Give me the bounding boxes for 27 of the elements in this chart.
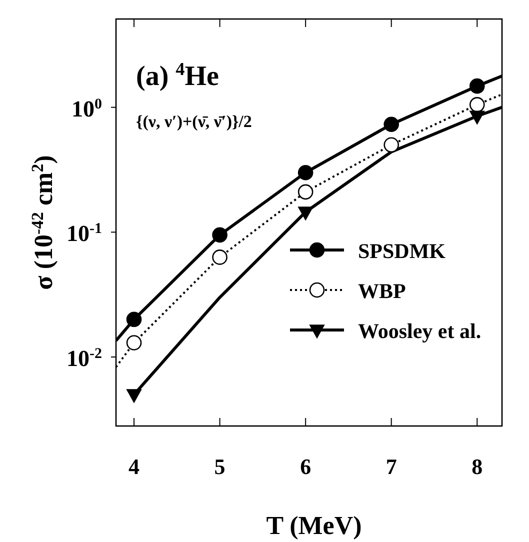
x-tick-label: 5 bbox=[214, 454, 226, 479]
annotation: {(ν, ν′)+(ν̄, ν̄′)}/2 bbox=[136, 112, 252, 131]
point bbox=[298, 164, 314, 180]
y-tick-label: 10$^{-2}$ bbox=[66, 346, 102, 371]
text: (a) $^{4}$He bbox=[136, 59, 219, 92]
y-tick-label: 10$^{0}$ bbox=[72, 96, 102, 122]
point bbox=[126, 389, 142, 403]
legend-label: Woosley et al. bbox=[358, 319, 482, 343]
point bbox=[384, 116, 399, 132]
point bbox=[384, 137, 399, 153]
point bbox=[298, 206, 314, 220]
point bbox=[126, 335, 142, 350]
point bbox=[298, 184, 314, 200]
y-tick-label: 10$^{-1}$ bbox=[66, 221, 102, 246]
legend-label: WBP bbox=[358, 279, 406, 303]
point bbox=[212, 250, 228, 265]
point bbox=[212, 227, 228, 243]
x-axis-title: T (MeV) bbox=[266, 511, 362, 540]
x-tick-label: 6 bbox=[300, 454, 312, 479]
x-tick-label: 7 bbox=[386, 454, 397, 479]
x-tick-label: 8 bbox=[472, 454, 483, 479]
point bbox=[469, 97, 485, 112]
point bbox=[126, 312, 142, 328]
point bbox=[470, 110, 485, 124]
legend-label: SPSDMK bbox=[358, 239, 446, 263]
point bbox=[469, 78, 485, 94]
x-tick-label: 4 bbox=[128, 454, 140, 479]
